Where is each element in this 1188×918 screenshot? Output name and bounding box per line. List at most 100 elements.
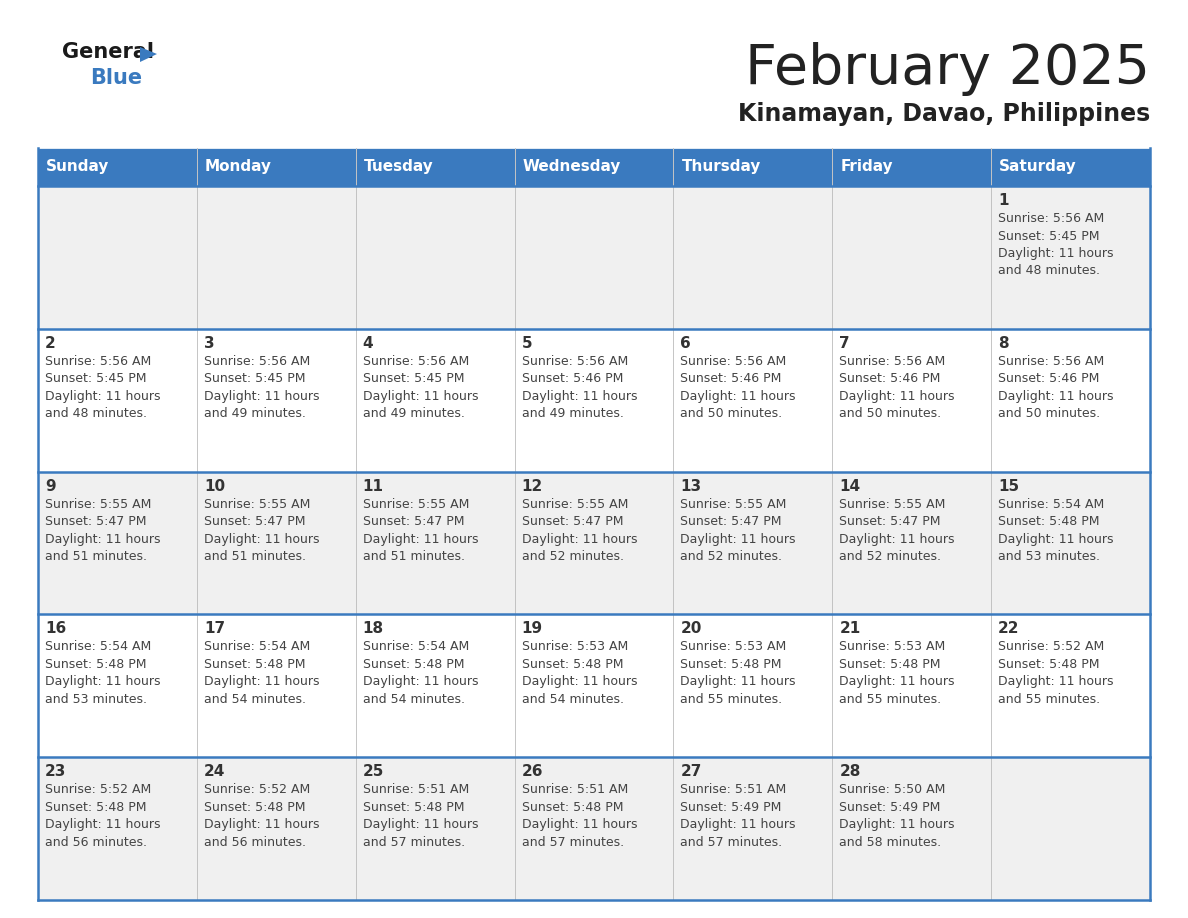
- Text: Daylight: 11 hours: Daylight: 11 hours: [362, 676, 479, 688]
- Text: 22: 22: [998, 621, 1019, 636]
- Text: Sunset: 5:48 PM: Sunset: 5:48 PM: [839, 658, 941, 671]
- Text: Sunrise: 5:52 AM: Sunrise: 5:52 AM: [204, 783, 310, 796]
- Text: and 52 minutes.: and 52 minutes.: [839, 550, 941, 563]
- Text: and 58 minutes.: and 58 minutes.: [839, 835, 941, 849]
- Text: Daylight: 11 hours: Daylight: 11 hours: [998, 390, 1113, 403]
- Text: 15: 15: [998, 478, 1019, 494]
- Bar: [355, 757, 514, 900]
- Text: Friday: Friday: [840, 160, 893, 174]
- Text: and 57 minutes.: and 57 minutes.: [681, 835, 783, 849]
- Text: Sunrise: 5:52 AM: Sunrise: 5:52 AM: [45, 783, 151, 796]
- Bar: [355, 614, 514, 757]
- Text: Daylight: 11 hours: Daylight: 11 hours: [839, 532, 955, 545]
- Text: Sunrise: 5:56 AM: Sunrise: 5:56 AM: [362, 354, 469, 368]
- Text: Sunrise: 5:56 AM: Sunrise: 5:56 AM: [522, 354, 627, 368]
- Text: 14: 14: [839, 478, 860, 494]
- Text: 24: 24: [204, 764, 226, 779]
- Text: Sunrise: 5:55 AM: Sunrise: 5:55 AM: [839, 498, 946, 510]
- Text: February 2025: February 2025: [745, 42, 1150, 96]
- Text: Daylight: 11 hours: Daylight: 11 hours: [45, 818, 160, 831]
- Bar: [38, 614, 197, 757]
- Bar: [355, 186, 514, 329]
- Text: and 51 minutes.: and 51 minutes.: [45, 550, 147, 563]
- Text: Sunrise: 5:56 AM: Sunrise: 5:56 AM: [839, 354, 946, 368]
- Text: Sunrise: 5:51 AM: Sunrise: 5:51 AM: [681, 783, 786, 796]
- Text: 3: 3: [204, 336, 215, 351]
- Text: Sunset: 5:49 PM: Sunset: 5:49 PM: [839, 800, 941, 813]
- Text: Daylight: 11 hours: Daylight: 11 hours: [204, 818, 320, 831]
- Text: Daylight: 11 hours: Daylight: 11 hours: [45, 390, 160, 403]
- Text: Sunset: 5:48 PM: Sunset: 5:48 PM: [522, 658, 623, 671]
- Text: Sunset: 5:47 PM: Sunset: 5:47 PM: [839, 515, 941, 528]
- Text: and 52 minutes.: and 52 minutes.: [681, 550, 783, 563]
- Text: 27: 27: [681, 764, 702, 779]
- Bar: [833, 186, 991, 329]
- Bar: [991, 148, 1150, 186]
- Text: 5: 5: [522, 336, 532, 351]
- Text: Sunrise: 5:53 AM: Sunrise: 5:53 AM: [681, 641, 786, 654]
- Text: 7: 7: [839, 336, 849, 351]
- Text: and 56 minutes.: and 56 minutes.: [45, 835, 147, 849]
- Text: Daylight: 11 hours: Daylight: 11 hours: [362, 818, 479, 831]
- Text: Sunset: 5:48 PM: Sunset: 5:48 PM: [681, 658, 782, 671]
- Text: 9: 9: [45, 478, 56, 494]
- Text: Daylight: 11 hours: Daylight: 11 hours: [45, 676, 160, 688]
- Text: Daylight: 11 hours: Daylight: 11 hours: [522, 532, 637, 545]
- Text: Sunset: 5:45 PM: Sunset: 5:45 PM: [362, 373, 465, 386]
- Text: Daylight: 11 hours: Daylight: 11 hours: [362, 390, 479, 403]
- Text: and 54 minutes.: and 54 minutes.: [204, 693, 305, 706]
- Polygon shape: [140, 47, 157, 62]
- Text: Sunrise: 5:51 AM: Sunrise: 5:51 AM: [362, 783, 469, 796]
- Text: Sunrise: 5:56 AM: Sunrise: 5:56 AM: [204, 354, 310, 368]
- Bar: [355, 329, 514, 472]
- Text: Daylight: 11 hours: Daylight: 11 hours: [45, 532, 160, 545]
- Text: Daylight: 11 hours: Daylight: 11 hours: [522, 676, 637, 688]
- Text: Sunset: 5:49 PM: Sunset: 5:49 PM: [681, 800, 782, 813]
- Text: Sunset: 5:48 PM: Sunset: 5:48 PM: [522, 800, 623, 813]
- Bar: [355, 148, 514, 186]
- Text: and 57 minutes.: and 57 minutes.: [362, 835, 465, 849]
- Bar: [514, 614, 674, 757]
- Text: 12: 12: [522, 478, 543, 494]
- Bar: [197, 614, 355, 757]
- Bar: [197, 472, 355, 614]
- Text: Daylight: 11 hours: Daylight: 11 hours: [681, 676, 796, 688]
- Text: Sunrise: 5:53 AM: Sunrise: 5:53 AM: [522, 641, 627, 654]
- Text: Daylight: 11 hours: Daylight: 11 hours: [681, 818, 796, 831]
- Text: and 51 minutes.: and 51 minutes.: [204, 550, 305, 563]
- Text: Sunrise: 5:56 AM: Sunrise: 5:56 AM: [998, 212, 1105, 225]
- Text: Sunrise: 5:51 AM: Sunrise: 5:51 AM: [522, 783, 627, 796]
- Text: Daylight: 11 hours: Daylight: 11 hours: [204, 390, 320, 403]
- Bar: [833, 614, 991, 757]
- Text: Sunset: 5:48 PM: Sunset: 5:48 PM: [362, 800, 465, 813]
- Text: Daylight: 11 hours: Daylight: 11 hours: [681, 390, 796, 403]
- Bar: [833, 472, 991, 614]
- Text: and 49 minutes.: and 49 minutes.: [204, 408, 305, 420]
- Text: Sunset: 5:47 PM: Sunset: 5:47 PM: [522, 515, 623, 528]
- Text: 18: 18: [362, 621, 384, 636]
- Text: Sunset: 5:48 PM: Sunset: 5:48 PM: [204, 800, 305, 813]
- Text: Sunrise: 5:53 AM: Sunrise: 5:53 AM: [839, 641, 946, 654]
- Text: Sunrise: 5:55 AM: Sunrise: 5:55 AM: [681, 498, 786, 510]
- Text: Sunset: 5:45 PM: Sunset: 5:45 PM: [998, 230, 1100, 242]
- Text: Sunset: 5:46 PM: Sunset: 5:46 PM: [839, 373, 941, 386]
- Text: and 50 minutes.: and 50 minutes.: [839, 408, 941, 420]
- Bar: [38, 472, 197, 614]
- Text: Monday: Monday: [204, 160, 272, 174]
- Text: Daylight: 11 hours: Daylight: 11 hours: [681, 532, 796, 545]
- Bar: [197, 329, 355, 472]
- Text: Sunset: 5:48 PM: Sunset: 5:48 PM: [998, 515, 1100, 528]
- Text: Blue: Blue: [90, 68, 143, 88]
- Text: Sunset: 5:48 PM: Sunset: 5:48 PM: [45, 800, 146, 813]
- Text: and 55 minutes.: and 55 minutes.: [839, 693, 941, 706]
- Bar: [674, 148, 833, 186]
- Text: Sunset: 5:48 PM: Sunset: 5:48 PM: [362, 658, 465, 671]
- Bar: [674, 329, 833, 472]
- Bar: [991, 472, 1150, 614]
- Text: Sunrise: 5:54 AM: Sunrise: 5:54 AM: [998, 498, 1105, 510]
- Text: Sunset: 5:46 PM: Sunset: 5:46 PM: [681, 373, 782, 386]
- Bar: [514, 148, 674, 186]
- Text: 23: 23: [45, 764, 67, 779]
- Text: Daylight: 11 hours: Daylight: 11 hours: [204, 676, 320, 688]
- Text: 17: 17: [204, 621, 225, 636]
